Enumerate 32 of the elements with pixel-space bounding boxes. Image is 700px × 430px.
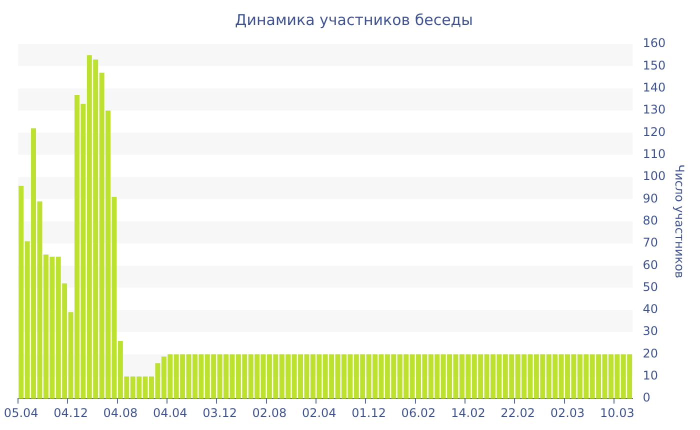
y-tick-label: 10	[642, 368, 658, 383]
y-tick-label: 160	[642, 36, 666, 50]
y-tick-label: 140	[642, 80, 666, 94]
y-tick-label: 110	[642, 146, 666, 161]
x-tick-label: 10.03	[600, 406, 634, 420]
x-tick-label: 05.04	[4, 406, 38, 420]
y-tick-label: 70	[642, 236, 658, 250]
x-tick-label: 02.03	[550, 406, 585, 420]
x-tick-label: 04.12	[54, 406, 88, 420]
x-tick-label: 14.02	[450, 406, 486, 420]
y-tick-label: 0	[642, 390, 650, 405]
y-tick-label: 130	[642, 102, 666, 117]
y-tick-label: 80	[642, 213, 658, 228]
y-tick-label: 150	[642, 58, 666, 72]
y-tick-label: 50	[642, 280, 658, 294]
y-tick-label: 30	[642, 324, 658, 338]
y-tick-label: 20	[642, 346, 658, 360]
x-tick-label: 04.08	[103, 406, 138, 420]
x-tick-label: 04.04	[152, 406, 188, 420]
y-tick-label: 60	[642, 258, 658, 272]
y-tick-label: 40	[642, 302, 658, 316]
y-tick-label: 90	[642, 191, 658, 206]
y-tick-label: 100	[642, 169, 666, 184]
x-tick-label: 03.12	[202, 406, 237, 420]
y-tick-label: 120	[642, 124, 666, 139]
x-tick-label: 22.02	[500, 406, 536, 420]
x-tick-label: 06.02	[401, 406, 436, 420]
chart-title: Динамика участников беседы	[234, 10, 474, 29]
x-tick-label: 02.08	[252, 406, 287, 420]
x-tick-label: 02.04	[302, 406, 336, 420]
x-tick-label: 01.12	[352, 406, 386, 420]
y-axis-title: Число участников	[672, 164, 687, 278]
